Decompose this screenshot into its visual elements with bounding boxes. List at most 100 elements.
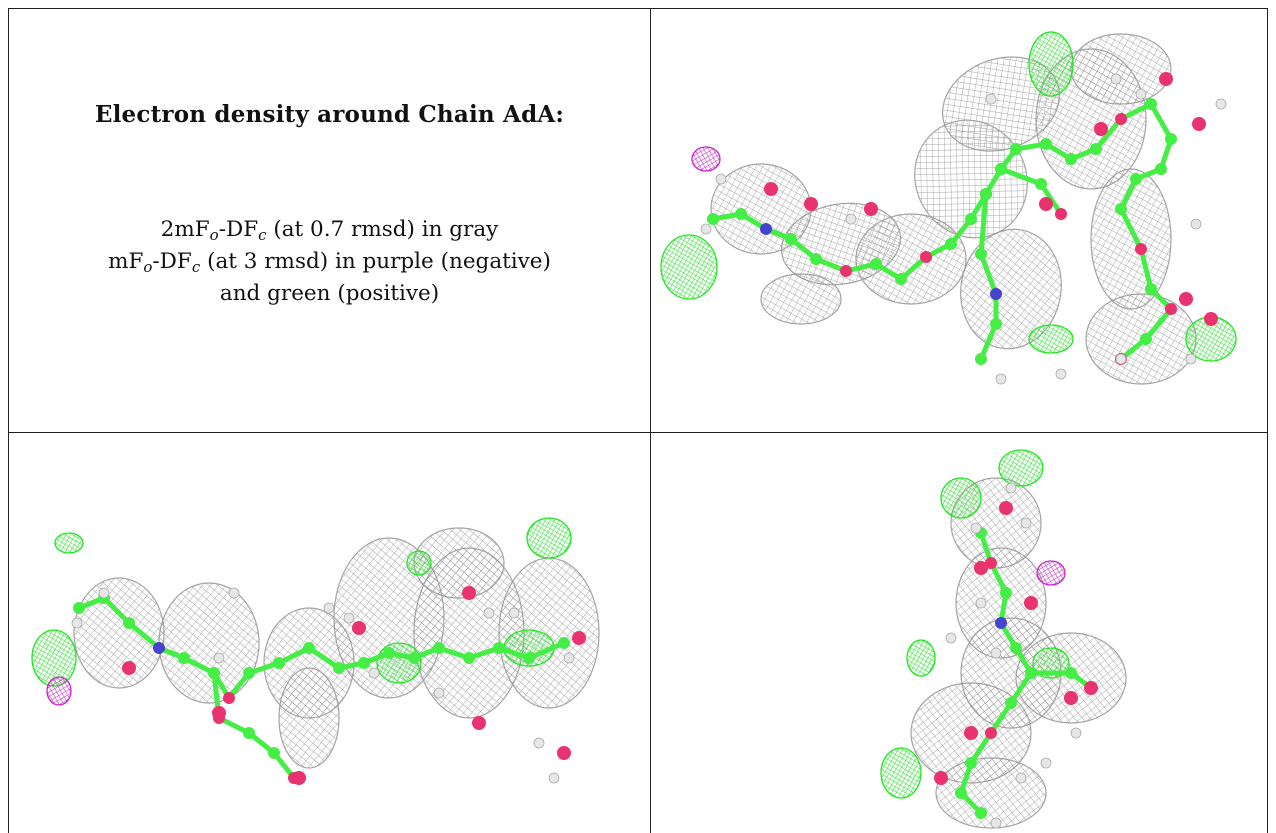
mesh-2fofc [935, 757, 1047, 829]
atom-H [1040, 757, 1052, 769]
atom-C [243, 727, 255, 739]
atom-C [870, 258, 882, 270]
atom-H [970, 522, 982, 534]
atom-H [98, 587, 110, 599]
atom-H [1055, 368, 1067, 380]
bond-stick [1148, 101, 1174, 142]
atom-H [1190, 218, 1202, 230]
caption-cell: Electron density around Chain AdA: 2mFo-… [9, 9, 650, 432]
atom-H [508, 607, 520, 619]
positive-density-blob [906, 639, 936, 677]
atom-C [208, 667, 220, 679]
atom-O [472, 716, 486, 730]
atom-C [1025, 667, 1037, 679]
atom-C [975, 353, 987, 365]
atom-C [358, 657, 370, 669]
atom-H [483, 607, 495, 619]
atom-C [1130, 173, 1142, 185]
negative-density-blob [691, 146, 721, 172]
positive-density-blob [1028, 324, 1074, 354]
atom-H [213, 652, 225, 664]
positive-density-blob [998, 449, 1044, 487]
atom-C [273, 657, 285, 669]
atom-C [785, 233, 797, 245]
atom-O [572, 631, 586, 645]
atom-C [895, 273, 907, 285]
atom-C [463, 652, 475, 664]
legend-line-positive: and green (positive) [219, 281, 440, 306]
atom-H [985, 93, 997, 105]
atom-C [1065, 667, 1077, 679]
mesh-2fofc [960, 228, 1062, 350]
atom-C [433, 642, 445, 654]
atom-O [1204, 312, 1218, 326]
atom-H [945, 632, 957, 644]
bond-stick [978, 191, 989, 257]
atom-C [1065, 153, 1077, 165]
table-row-divider [8, 432, 1268, 433]
atom-O [985, 727, 997, 739]
atom-O [920, 251, 932, 263]
atom-C [73, 602, 85, 614]
bond-stick [1138, 246, 1154, 292]
bond-stick [988, 700, 1014, 736]
atom-C [123, 617, 135, 629]
bond-stick [968, 730, 994, 766]
atom-C [558, 637, 570, 649]
density-map-image [31, 517, 600, 785]
atom-C [995, 163, 1007, 175]
atom-C [1145, 283, 1157, 295]
bond-stick [1008, 670, 1034, 706]
positive-density-blob [406, 550, 432, 576]
atom-C [965, 757, 977, 769]
atom-C [493, 642, 505, 654]
atom-H [323, 602, 335, 614]
positive-density-blob [526, 517, 572, 559]
atom-C [1155, 163, 1167, 175]
atom-H [1185, 353, 1197, 365]
atom-O [557, 746, 571, 760]
bond-stick [998, 166, 1044, 187]
atom-O [1024, 596, 1038, 610]
atom-O [352, 621, 366, 635]
atom-C [965, 213, 977, 225]
atom-C [955, 787, 967, 799]
atom-H [1005, 482, 1017, 494]
mesh-2fofc [760, 273, 842, 325]
density-view-bottom-right [651, 433, 1267, 833]
atom-C [1005, 697, 1017, 709]
atom-H [368, 667, 380, 679]
atom-C [1115, 203, 1127, 215]
atom-C [975, 248, 987, 260]
atom-C [945, 238, 957, 250]
atom-C [707, 213, 719, 225]
atom-H [990, 647, 1002, 659]
atom-O [964, 726, 978, 740]
legend-line-2fofc: 2mFo-DFc (at 0.7 rmsd) in gray [160, 217, 499, 244]
atom-H [1115, 353, 1127, 365]
atom-H [1135, 88, 1147, 100]
atom-C [735, 208, 747, 220]
mesh-2fofc [855, 213, 967, 305]
density-legend: 2mFo-DFc (at 0.7 rmsd) in gray mFo-DFc (… [9, 214, 650, 310]
atom-C [1010, 143, 1022, 155]
atom-C [990, 318, 1002, 330]
table-column-divider [650, 8, 651, 833]
bond-stick [126, 620, 162, 651]
bond-stick [306, 645, 342, 671]
atom-O [1165, 303, 1177, 315]
atom-O [864, 202, 878, 216]
atom-H [563, 652, 575, 664]
negative-density-blob [1036, 560, 1066, 586]
atom-N [760, 223, 772, 235]
atom-C [1165, 133, 1177, 145]
atom-C [383, 647, 395, 659]
bond-stick [1143, 306, 1174, 342]
mesh-2fofc [1070, 33, 1172, 105]
bond-stick [1118, 206, 1144, 252]
atom-C [980, 188, 992, 200]
density-map-image [880, 449, 1127, 829]
atom-O [1084, 681, 1098, 695]
positive-density-blob [54, 532, 84, 554]
atom-O [292, 771, 306, 785]
